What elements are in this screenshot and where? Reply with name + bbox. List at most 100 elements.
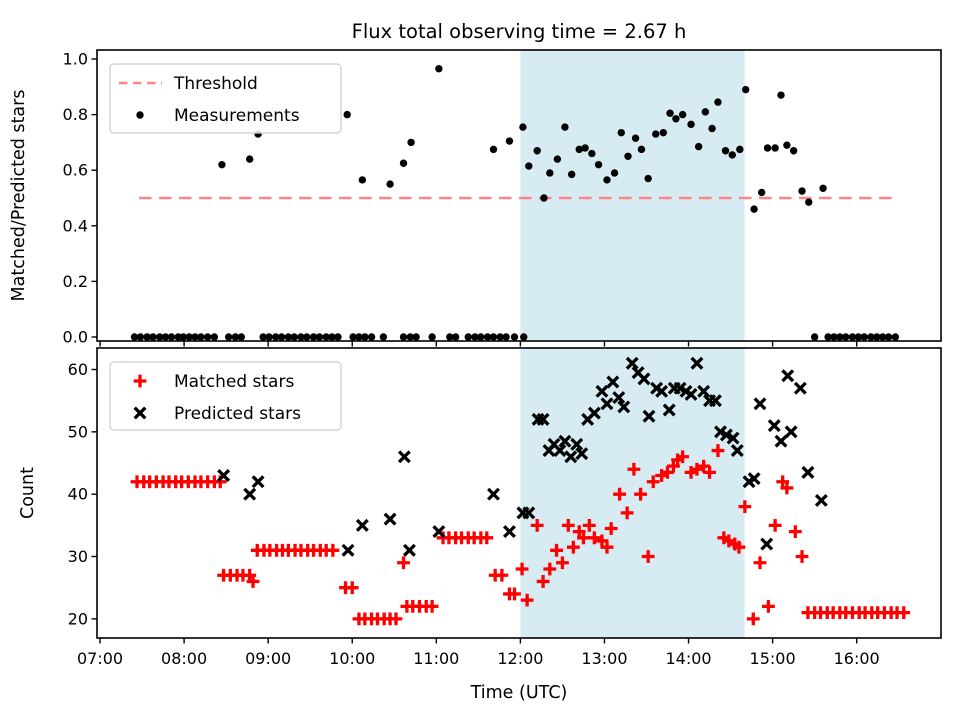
- measurement-zero-point: [464, 333, 472, 341]
- matched-star-point: [246, 575, 260, 588]
- predicted-star-point: [570, 437, 584, 451]
- measurement-point: [736, 145, 744, 154]
- matched-star-point: [762, 599, 775, 613]
- measurement-zero-point: [185, 333, 193, 341]
- matched-star-point: [561, 518, 575, 532]
- measurement-point: [218, 160, 226, 169]
- matched-star-point: [495, 568, 509, 582]
- measurement-point: [742, 85, 750, 94]
- measurement-zero-point: [179, 333, 187, 341]
- y-axis-label: Count: [18, 467, 38, 519]
- measurement-zero-point: [860, 333, 868, 341]
- measurement-zero-point: [272, 333, 280, 341]
- measurement-point: [575, 145, 583, 154]
- measurement-point: [407, 138, 415, 147]
- matched-star-point: [425, 599, 439, 613]
- bottom-legend: Matched stars Predicted stars: [109, 361, 342, 431]
- measurement-point: [553, 155, 562, 163]
- predicted-star-point: [575, 447, 589, 461]
- measurement-zero-point: [237, 333, 245, 341]
- measurement-point: [783, 141, 791, 149]
- measurement-point: [644, 174, 652, 183]
- x-tick-label: 13:00: [581, 649, 627, 668]
- matched-star-point: [746, 612, 760, 626]
- measurement-point: [631, 134, 640, 142]
- predicted-star-point: [753, 397, 767, 411]
- matched-star-point: [703, 465, 716, 479]
- measurement-zero-point: [161, 333, 170, 341]
- predicted-star-point: [487, 487, 500, 501]
- measurement-zero-point: [489, 333, 498, 341]
- measurement-zero-point: [810, 333, 819, 341]
- measurement-zero-point: [891, 333, 900, 341]
- x-tick-label: 07:00: [77, 649, 123, 668]
- top-subplot: 0.0 0.2 0.4 0.6 0.8 1.0 Matched/Predicted star…: [9, 49, 942, 347]
- measurement-point: [603, 176, 611, 184]
- matched-star-point: [646, 475, 660, 489]
- matched-star-point: [508, 587, 521, 601]
- predicted-star-point: [397, 450, 411, 464]
- predicted-star-point: [251, 475, 265, 489]
- measurement-point: [567, 170, 576, 179]
- measurement-zero-point: [231, 333, 240, 341]
- x-tick-label: 16:00: [834, 649, 880, 668]
- measurement-point: [533, 147, 541, 155]
- predicted-star-point: [793, 381, 807, 395]
- predicted-star-point: [606, 375, 620, 389]
- measurement-point: [610, 169, 619, 177]
- measurement-zero-point: [136, 333, 145, 341]
- predicted-star-point: [522, 506, 536, 520]
- x-tick-label: 14:00: [665, 649, 711, 668]
- matched-star-point: [641, 550, 655, 563]
- measurement-point: [525, 162, 533, 170]
- measurement-zero-point: [203, 333, 212, 341]
- y-tick-label: 1.0: [63, 50, 88, 69]
- measurement-zero-point: [379, 333, 388, 341]
- measurement-zero-point: [406, 333, 414, 341]
- measurement-point: [714, 98, 722, 106]
- observing-window-shade: [520, 50, 745, 341]
- matched-star-point: [738, 500, 752, 514]
- measurement-point: [624, 152, 632, 161]
- predicted-star-point: [784, 425, 798, 439]
- legend-label: Measurements: [174, 106, 300, 126]
- matched-star-point: [530, 518, 544, 532]
- predicted-star-point: [747, 472, 761, 486]
- matched-star-point: [389, 612, 403, 626]
- measurement-zero-point: [349, 333, 357, 341]
- chart-title: Flux total observing time = 2.67 h: [352, 20, 687, 43]
- measurement-point: [594, 160, 603, 169]
- measurement-zero-point: [290, 333, 298, 341]
- predicted-star-point: [625, 356, 639, 370]
- matched-star-point: [627, 462, 641, 476]
- matched-star-point: [520, 593, 534, 607]
- matched-star-point: [600, 540, 614, 554]
- measurement-zero-point: [361, 333, 369, 341]
- measurement-zero-point: [477, 333, 485, 341]
- predicted-star-point: [402, 543, 416, 557]
- measurement-zero-point: [879, 333, 887, 341]
- matched-star-point: [480, 531, 494, 545]
- measurement-zero-point: [428, 333, 436, 341]
- measurement-zero-point: [334, 333, 342, 341]
- predicted-star-point: [642, 409, 656, 423]
- matched-star-point: [543, 562, 557, 576]
- bottom-subplot: 07:00 08:00 09:00 10:00 11:00 12:00 13:00 14:00…: [18, 347, 942, 668]
- measurement-point: [678, 110, 687, 119]
- predicted-star-point: [587, 406, 601, 420]
- legend-label: Threshold: [173, 74, 258, 94]
- measurement-zero-point: [284, 333, 293, 341]
- x-tick-label: 15:00: [750, 649, 796, 668]
- measurement-zero-point: [848, 333, 857, 341]
- measurement-zero-point: [367, 333, 376, 341]
- y-tick-label: 0.2: [63, 272, 88, 291]
- predicted-star-point: [383, 512, 397, 526]
- predicted-star-point: [774, 434, 788, 448]
- measurement-zero-point: [884, 333, 893, 341]
- measurement-zero-point: [836, 333, 844, 341]
- matched-star-point: [788, 525, 802, 538]
- y-tick-label: 50: [68, 422, 88, 441]
- measurement-zero-point: [483, 333, 492, 341]
- measurement-point: [588, 149, 596, 158]
